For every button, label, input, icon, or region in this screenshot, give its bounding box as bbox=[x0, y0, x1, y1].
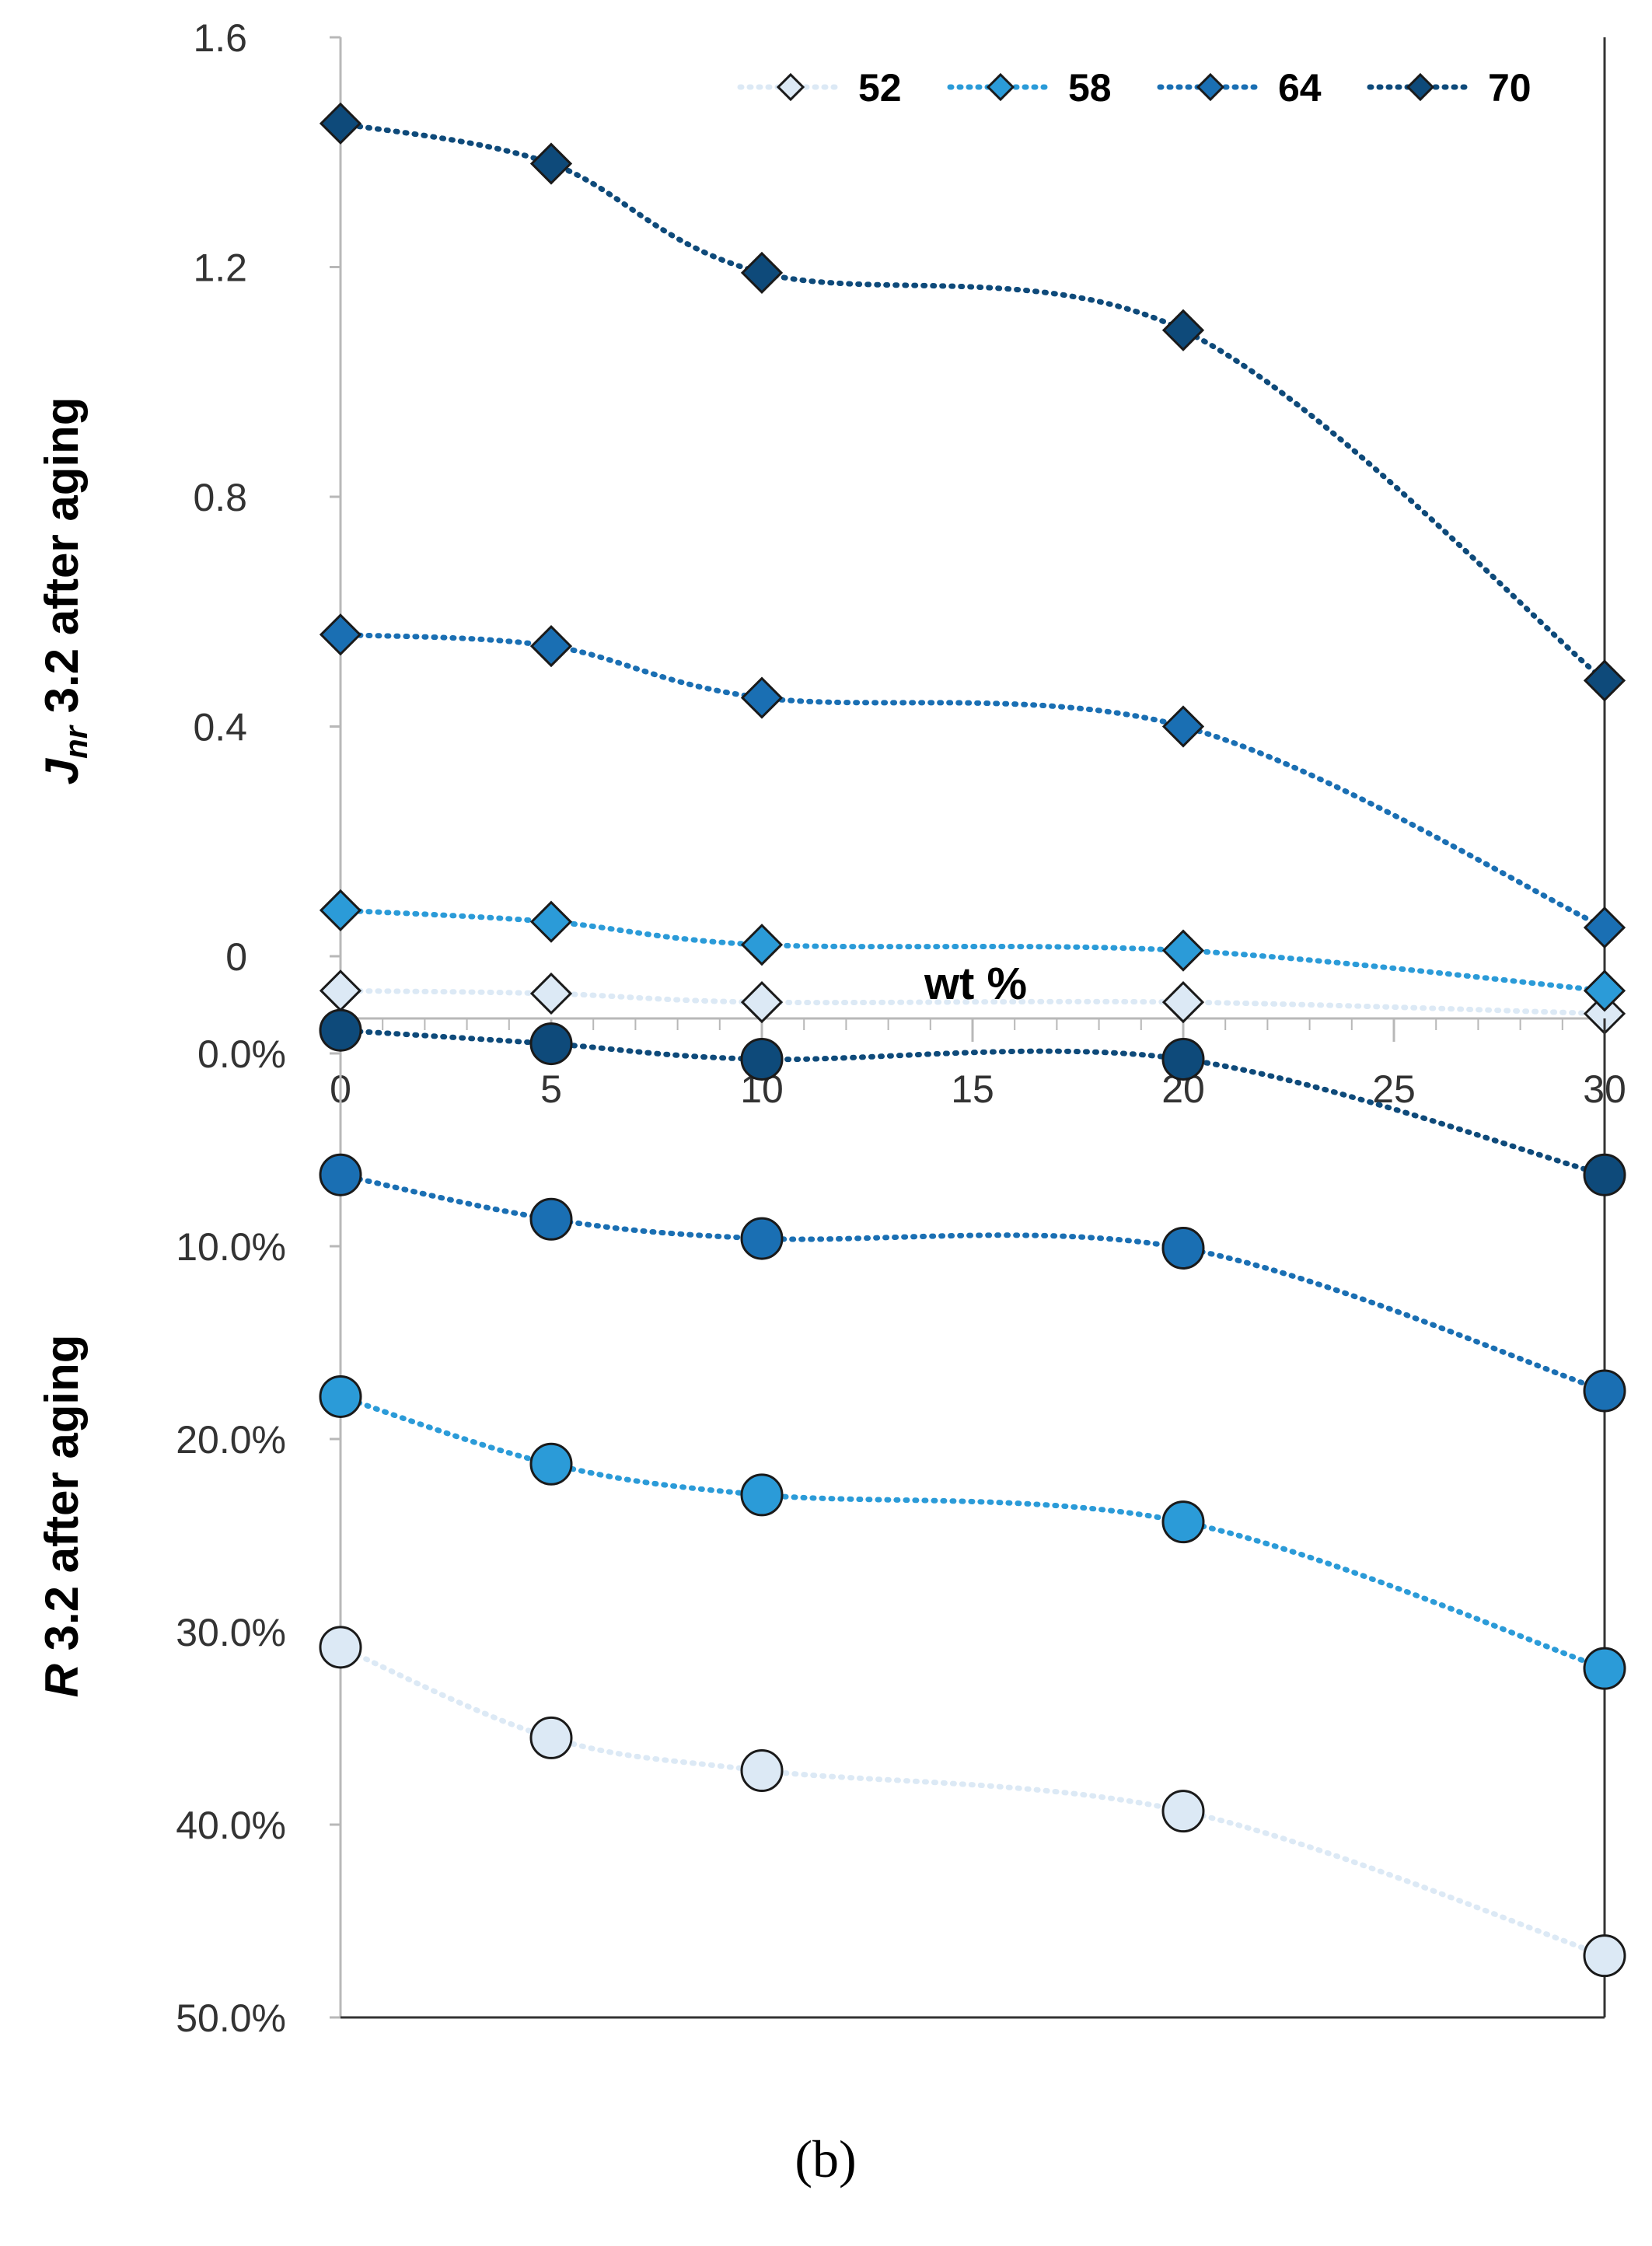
top-series-point-70 bbox=[1161, 309, 1205, 351]
bottom-series-point-64 bbox=[529, 1197, 573, 1241]
bottom-series-point-58 bbox=[740, 1473, 784, 1517]
legend-marker-52 bbox=[776, 72, 805, 102]
bottom-series-point-64 bbox=[319, 1153, 362, 1196]
legend-label-58: 58 bbox=[1068, 66, 1112, 110]
top-series-point-64 bbox=[529, 624, 573, 668]
top-series-group bbox=[319, 102, 1626, 1035]
bottom-series-point-52 bbox=[529, 1716, 573, 1759]
bottom-series-point-64 bbox=[1583, 1369, 1626, 1413]
top-series-point-70 bbox=[740, 251, 784, 295]
bottom-series-point-70 bbox=[319, 1008, 362, 1052]
top-y-axis-title: Jnr 3.2 after aging bbox=[36, 397, 94, 785]
bottom-series-line-52 bbox=[337, 1644, 1608, 1959]
top-series-point-58 bbox=[319, 889, 362, 932]
top-series-point-64 bbox=[740, 676, 784, 719]
bottom-y-tick-label: 50.0% bbox=[176, 1996, 286, 2040]
top-series-line-64 bbox=[337, 631, 1608, 931]
top-y-ticks: 1.6 1.2 0.8 0.4 0 bbox=[193, 16, 341, 979]
legend-label-64: 64 bbox=[1278, 66, 1322, 110]
bottom-y-axis-title-rest: 3.2 after aging bbox=[36, 1335, 88, 1664]
legend-marker-70 bbox=[1406, 72, 1435, 102]
top-series-point-52 bbox=[740, 980, 784, 1024]
top-series-line-52 bbox=[337, 987, 1608, 1017]
top-series-point-52 bbox=[1161, 980, 1205, 1024]
bottom-series-point-58 bbox=[319, 1374, 362, 1418]
legend-marker-64 bbox=[1196, 72, 1225, 102]
top-series-point-52 bbox=[529, 972, 573, 1015]
legend-marker-58 bbox=[986, 72, 1015, 102]
bottom-y-tick-label: 10.0% bbox=[176, 1225, 286, 1269]
top-series-line-70 bbox=[337, 121, 1608, 683]
top-series-point-52 bbox=[319, 969, 362, 1012]
bottom-series-point-58 bbox=[529, 1442, 573, 1486]
bottom-series-point-70 bbox=[529, 1022, 573, 1066]
bottom-y-tick-label: 40.0% bbox=[176, 1804, 286, 1847]
x-tick-label: 15 bbox=[951, 1067, 994, 1111]
top-series-point-64 bbox=[1583, 906, 1626, 949]
bottom-series-group bbox=[319, 1008, 1626, 1978]
top-series-point-64 bbox=[1161, 705, 1205, 748]
bottom-y-axis-title-prefix: R bbox=[36, 1664, 88, 1697]
figure-caption: (b) bbox=[795, 2129, 856, 2188]
bottom-series-line-64 bbox=[337, 1172, 1608, 1394]
top-series-point-58 bbox=[529, 900, 573, 943]
top-series-point-70 bbox=[529, 142, 573, 185]
bottom-series-line-70 bbox=[337, 1027, 1608, 1178]
bottom-series-point-58 bbox=[1583, 1647, 1626, 1690]
top-y-axis-title-rest: 3.2 after aging bbox=[36, 397, 88, 726]
top-series-point-58 bbox=[1583, 969, 1626, 1012]
legend-label-70: 70 bbox=[1488, 66, 1532, 110]
bottom-series-line-58 bbox=[337, 1393, 1608, 1671]
bottom-panel: 0.0% 10.0% 20.0% 30.0% 40.0% 50.0% R 3.2 afte… bbox=[36, 1008, 1626, 2040]
top-y-axis-title-sub: nr bbox=[58, 724, 94, 759]
bottom-series-point-58 bbox=[1161, 1500, 1205, 1544]
bottom-series-point-52 bbox=[740, 1749, 784, 1793]
top-series-point-70 bbox=[1583, 659, 1626, 702]
top-series-point-70 bbox=[319, 102, 362, 145]
top-y-tick-label: 0 bbox=[225, 935, 247, 979]
x-tick-label: 5 bbox=[540, 1067, 562, 1111]
bottom-series-point-70 bbox=[1583, 1153, 1626, 1196]
x-ticks: 0 5 10 15 20 25 30 bbox=[330, 1018, 1626, 1111]
top-series-point-58 bbox=[740, 924, 784, 966]
bottom-series-point-70 bbox=[740, 1037, 784, 1081]
top-y-tick-label: 1.6 bbox=[193, 16, 247, 60]
bottom-y-tick-label: 20.0% bbox=[176, 1418, 286, 1462]
top-y-axis-title-prefix: J bbox=[36, 757, 88, 784]
top-y-tick-label: 1.2 bbox=[193, 246, 247, 290]
top-y-tick-label: 0.4 bbox=[193, 706, 247, 749]
bottom-series-point-70 bbox=[1161, 1037, 1205, 1081]
bottom-y-tick-label: 30.0% bbox=[176, 1611, 286, 1654]
top-series-point-58 bbox=[1161, 929, 1205, 972]
bottom-y-ticks: 0.0% 10.0% 20.0% 30.0% 40.0% 50.0% bbox=[176, 1032, 341, 2040]
bottom-series-point-52 bbox=[1161, 1790, 1205, 1833]
bottom-series-point-64 bbox=[1161, 1226, 1205, 1270]
top-panel: 1.61.20.80.40 0 5 10 15 20 25 30 wt % Jnr 3.2 … bbox=[36, 16, 1626, 1111]
legend-label-52: 52 bbox=[858, 66, 902, 110]
bottom-y-tick-label: 0.0% bbox=[197, 1032, 286, 1076]
top-series-line-58 bbox=[337, 907, 1608, 994]
bottom-series-point-52 bbox=[1583, 1934, 1626, 1978]
top-series-point-64 bbox=[319, 613, 362, 656]
bottom-series-point-52 bbox=[319, 1626, 362, 1669]
legend: 52 58 64 70 bbox=[737, 66, 1532, 110]
bottom-y-axis-title: R 3.2 after aging bbox=[36, 1335, 88, 1698]
bottom-series-point-64 bbox=[740, 1217, 784, 1260]
top-y-tick-label: 0.8 bbox=[193, 476, 247, 519]
